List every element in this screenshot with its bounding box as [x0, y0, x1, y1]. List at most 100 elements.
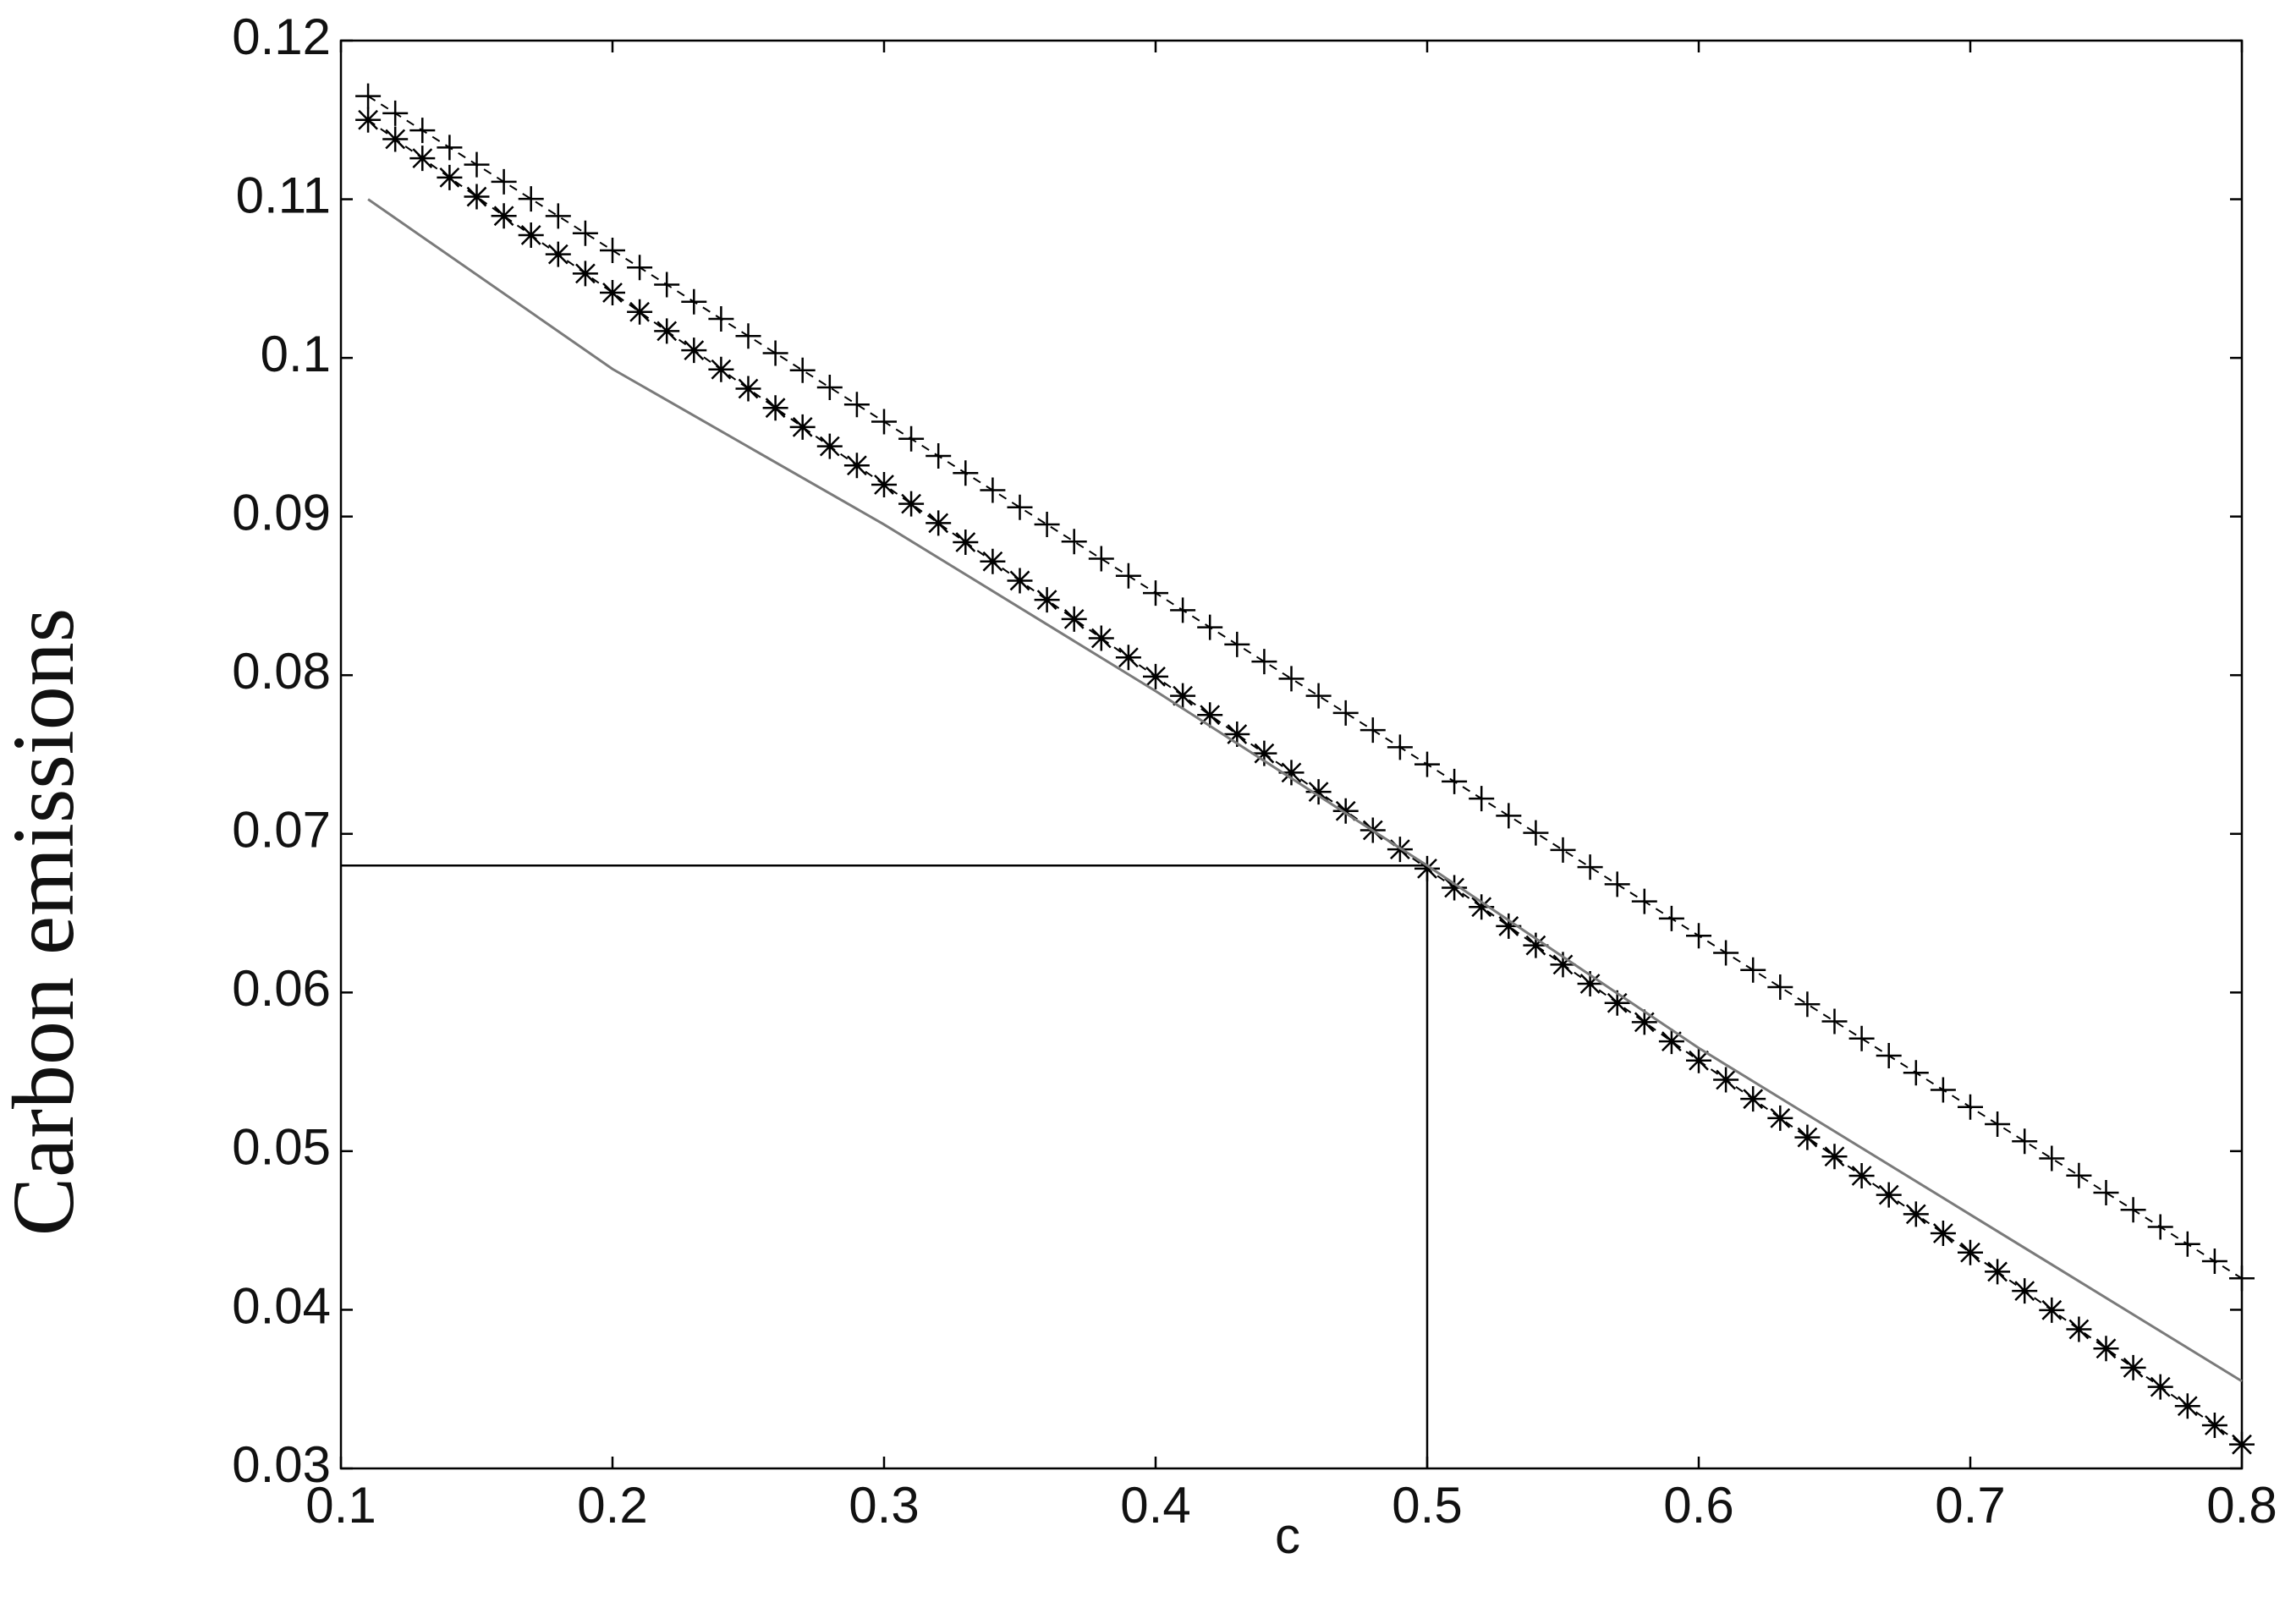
marker	[1332, 700, 1359, 726]
marker	[1305, 779, 1332, 805]
marker	[1170, 683, 1196, 709]
y-tick-label: 0.03	[232, 1436, 331, 1493]
marker	[409, 118, 436, 144]
marker	[1848, 1162, 1875, 1188]
marker	[1903, 1201, 1929, 1227]
marker	[1903, 1060, 1929, 1086]
marker	[545, 203, 571, 229]
marker	[600, 237, 625, 263]
marker	[1278, 666, 1305, 692]
y-tick-label: 0.11	[236, 167, 331, 223]
marker	[1930, 1077, 1956, 1103]
marker	[382, 100, 409, 126]
y-tick-label: 0.04	[232, 1277, 331, 1334]
marker	[382, 126, 409, 152]
y-tick-label: 0.06	[232, 960, 331, 1017]
marker	[816, 374, 843, 400]
series-line	[367, 198, 2243, 1383]
marker	[627, 299, 653, 325]
marker	[2012, 1278, 2038, 1304]
x-tick-label: 0.8	[2206, 1477, 2277, 1534]
marker	[1469, 894, 1495, 920]
marker	[1197, 614, 1223, 640]
marker	[2174, 1393, 2200, 1419]
marker	[1224, 721, 1250, 747]
marker	[1848, 1025, 1875, 1051]
marker	[355, 107, 382, 133]
marker	[600, 280, 625, 306]
series-line	[367, 118, 2243, 1446]
marker	[953, 530, 979, 556]
y-tick-label: 0.07	[232, 802, 331, 859]
marker	[1821, 1144, 1848, 1170]
marker	[1577, 854, 1603, 881]
marker	[2229, 1431, 2255, 1457]
marker	[1088, 546, 1114, 572]
marker	[2066, 1162, 2092, 1188]
marker	[681, 288, 707, 315]
y-tick-label: 0.05	[232, 1119, 331, 1176]
marker	[708, 356, 734, 382]
y-tick-label: 0.09	[232, 485, 331, 541]
marker	[1686, 1047, 1711, 1073]
marker	[980, 477, 1006, 503]
marker	[1115, 563, 1141, 589]
marker	[1876, 1182, 1902, 1208]
marker	[1985, 1111, 2011, 1137]
y-axis-label: Carbon emissions	[0, 608, 92, 1236]
marker	[2174, 1231, 2200, 1257]
marker	[1387, 734, 1413, 760]
marker	[898, 491, 925, 517]
marker	[572, 220, 598, 246]
marker	[2093, 1336, 2119, 1362]
marker	[491, 168, 517, 195]
marker	[980, 548, 1006, 574]
marker	[735, 376, 761, 402]
marker	[1794, 1124, 1821, 1150]
x-tick-label: 0.5	[1392, 1477, 1462, 1534]
marker	[816, 433, 843, 459]
plot-frame	[339, 39, 2244, 1470]
marker	[1523, 820, 1549, 846]
marker	[1631, 1009, 1657, 1035]
marker	[1658, 905, 1684, 931]
marker	[2201, 1249, 2227, 1275]
marker	[545, 241, 571, 267]
marker	[1088, 625, 1114, 651]
marker	[1821, 1008, 1848, 1034]
marker	[2066, 1316, 2092, 1342]
marker	[2039, 1297, 2065, 1323]
marker	[1604, 990, 1630, 1016]
marker	[762, 340, 788, 366]
marker	[1985, 1259, 2011, 1285]
marker	[518, 222, 544, 248]
x-axis-label: c	[1275, 1507, 1300, 1564]
marker	[708, 305, 734, 332]
marker	[1143, 580, 1168, 606]
marker	[1550, 837, 1576, 863]
marker	[843, 392, 870, 418]
marker	[2120, 1197, 2146, 1223]
marker	[464, 184, 490, 210]
x-tick-label: 0.7	[1935, 1477, 2005, 1534]
y-tick-label: 0.08	[232, 643, 331, 700]
marker	[1958, 1094, 1983, 1120]
marker	[1061, 529, 1087, 555]
marker	[1794, 991, 1821, 1018]
marker	[1170, 597, 1196, 623]
marker	[1061, 606, 1087, 632]
marker	[735, 323, 761, 349]
marker	[1740, 1086, 1766, 1112]
marker	[1496, 803, 1522, 829]
marker	[654, 318, 680, 344]
marker	[518, 186, 544, 212]
marker	[1958, 1239, 1983, 1265]
marker	[1658, 1029, 1684, 1055]
marker	[1876, 1042, 1902, 1068]
marker	[1034, 512, 1060, 538]
marker	[1278, 760, 1305, 786]
marker	[437, 134, 463, 161]
marker	[1713, 1067, 1739, 1093]
marker	[1305, 683, 1332, 709]
